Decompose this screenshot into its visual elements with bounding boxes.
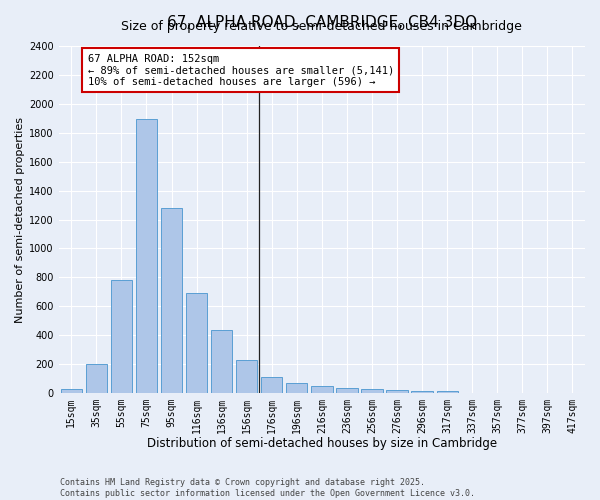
Bar	[311, 386, 332, 392]
Bar	[111, 280, 132, 392]
Bar	[136, 118, 157, 392]
Bar	[361, 388, 383, 392]
Text: Size of property relative to semi-detached houses in Cambridge: Size of property relative to semi-detach…	[121, 20, 523, 32]
X-axis label: Distribution of semi-detached houses by size in Cambridge: Distribution of semi-detached houses by …	[147, 437, 497, 450]
Bar	[186, 293, 207, 392]
Bar	[386, 390, 408, 392]
Text: 67 ALPHA ROAD: 152sqm
← 89% of semi-detached houses are smaller (5,141)
10% of s: 67 ALPHA ROAD: 152sqm ← 89% of semi-deta…	[88, 54, 394, 87]
Bar	[61, 389, 82, 392]
Bar	[261, 377, 283, 392]
Bar	[211, 330, 232, 392]
Y-axis label: Number of semi-detached properties: Number of semi-detached properties	[15, 116, 25, 322]
Title: 67, ALPHA ROAD, CAMBRIDGE, CB4 3DQ: 67, ALPHA ROAD, CAMBRIDGE, CB4 3DQ	[167, 15, 477, 30]
Bar	[161, 208, 182, 392]
Bar	[412, 390, 433, 392]
Bar	[286, 384, 307, 392]
Bar	[437, 391, 458, 392]
Bar	[236, 360, 257, 392]
Text: Contains HM Land Registry data © Crown copyright and database right 2025.
Contai: Contains HM Land Registry data © Crown c…	[60, 478, 475, 498]
Bar	[336, 388, 358, 392]
Bar	[86, 364, 107, 392]
